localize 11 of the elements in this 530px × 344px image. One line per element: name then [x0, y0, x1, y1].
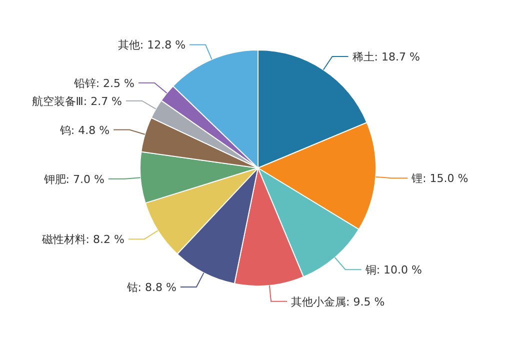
slice-label: 航空装备Ⅲ: 2.7 % — [32, 94, 122, 108]
slice-label: 其他: 12.8 % — [118, 38, 186, 52]
slice-label: 磁性材料: 8.2 % — [40, 233, 124, 246]
slice-label: 钴: 8.8 % — [126, 281, 176, 294]
slice-label: 锂: 15.0 % — [410, 172, 468, 186]
slice-label: 稀土: 18.7 % — [352, 50, 420, 64]
slice-label: 钨: 4.8 % — [58, 124, 110, 137]
slice-label: 其他小金属: 9.5 % — [291, 295, 385, 308]
slice-label: 铜: 10.0 % — [364, 264, 422, 277]
slice-label: 铅锌: 2.5 % — [72, 76, 134, 90]
slice-label: 钾肥: 7.0 % — [42, 172, 104, 186]
